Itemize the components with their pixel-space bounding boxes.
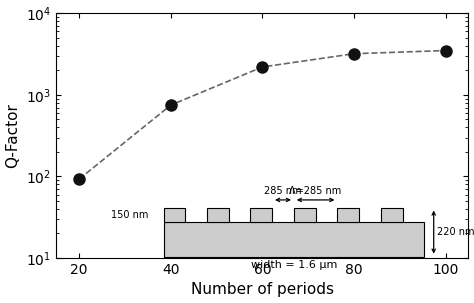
Bar (207, 208, 228, 222)
Y-axis label: Q-Factor: Q-Factor (6, 103, 20, 168)
Text: Λ=285 nm: Λ=285 nm (290, 186, 342, 196)
Text: 285 nm: 285 nm (264, 186, 302, 196)
Bar (294, 208, 316, 222)
Bar (164, 208, 185, 222)
Bar (250, 208, 272, 222)
Bar (164, 222, 424, 257)
Text: 220 nm: 220 nm (437, 227, 474, 237)
Text: width = 1.6 μm: width = 1.6 μm (251, 260, 337, 270)
Text: 150 nm: 150 nm (111, 210, 148, 220)
Bar (337, 208, 359, 222)
Bar (381, 208, 402, 222)
X-axis label: Number of periods: Number of periods (191, 282, 334, 298)
